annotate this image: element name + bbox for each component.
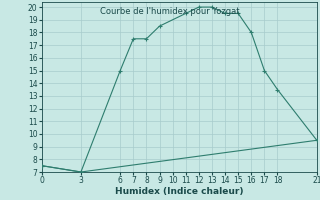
X-axis label: Humidex (Indice chaleur): Humidex (Indice chaleur) [115,187,244,196]
Text: Courbe de l'humidex pour Yozgat: Courbe de l'humidex pour Yozgat [100,7,240,16]
